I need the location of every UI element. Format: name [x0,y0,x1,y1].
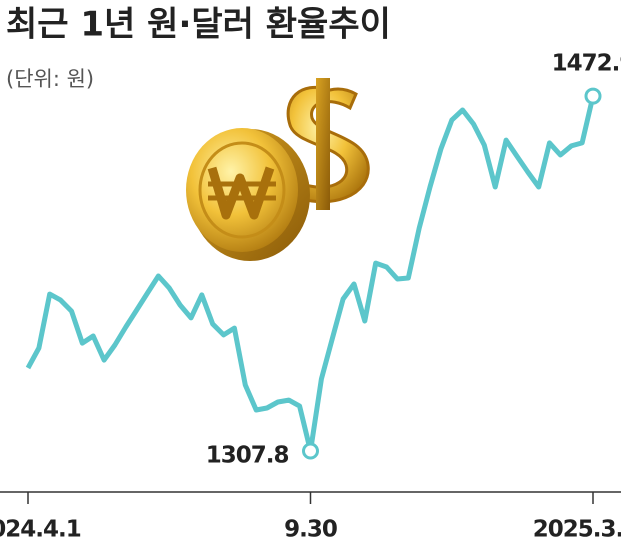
point-marker [584,87,602,105]
line [25,95,596,454]
point-marker [302,442,319,460]
won-bars [208,181,276,201]
data-label: 1307.8 [206,443,289,469]
chart-subtitle: (단위: 원) [6,67,94,91]
coin-rim [198,141,286,239]
coin-illustration [186,78,370,261]
dollar-bar [316,78,330,210]
x-tick-label: 2025.3.31 [533,517,621,543]
data-label: 1472.9 [552,51,621,77]
x-tick-label: 2024.4.1 [0,517,81,543]
chart-title: 최근 1년 원·달러 환율추이 [6,5,391,45]
x-tick-label: 9.30 [284,517,337,543]
